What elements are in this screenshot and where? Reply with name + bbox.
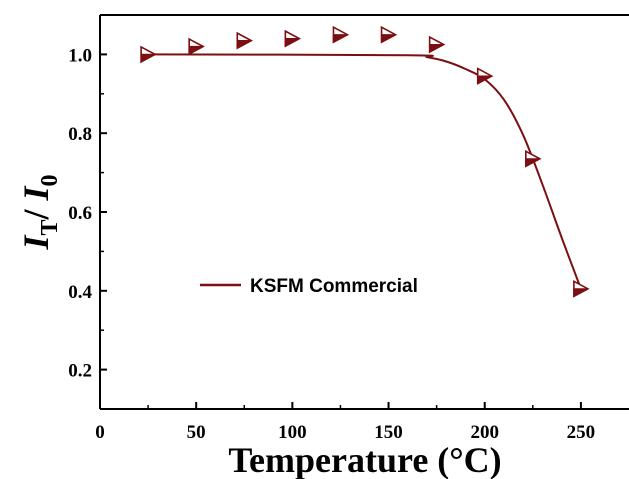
data-point xyxy=(428,35,446,54)
data-point xyxy=(140,45,157,64)
data-point xyxy=(476,67,494,85)
y-tick-label: 0.2 xyxy=(68,361,92,382)
data-point xyxy=(188,37,205,56)
x-tick-label: 0 xyxy=(95,422,105,443)
data-point xyxy=(573,279,590,298)
y-tick-label: 0.6 xyxy=(68,203,92,224)
x-tick-label: 250 xyxy=(567,422,596,443)
fit-layer xyxy=(148,53,582,290)
data-point xyxy=(284,29,302,48)
x-tick-label: 100 xyxy=(278,422,307,443)
x-tick-label: 150 xyxy=(374,422,403,443)
y-tick-label: 0.8 xyxy=(68,124,92,145)
fit-curve xyxy=(148,53,582,290)
x-tick-label: 50 xyxy=(187,422,206,443)
x-axis-title: Temperature (°C) xyxy=(228,440,501,479)
y-axis-title: IT/ I0 xyxy=(16,174,63,250)
axis-layer: 0 50 100 150 200 250 0.2 0.4 0.6 0.8 1.0 xyxy=(68,14,629,443)
y-tick-label: 1.0 xyxy=(68,45,92,66)
marker-layer xyxy=(140,25,590,298)
data-point xyxy=(236,31,253,50)
y-axis-title-text: IT/ I0 xyxy=(16,174,63,250)
data-point xyxy=(332,25,350,44)
x-tick-label: 200 xyxy=(470,422,499,443)
y-tick-label: 0.4 xyxy=(68,282,92,303)
data-point xyxy=(380,25,398,44)
data-point xyxy=(525,149,542,168)
legend-label: KSFM Commercial xyxy=(250,276,418,297)
legend: KSFM Commercial xyxy=(200,276,418,297)
